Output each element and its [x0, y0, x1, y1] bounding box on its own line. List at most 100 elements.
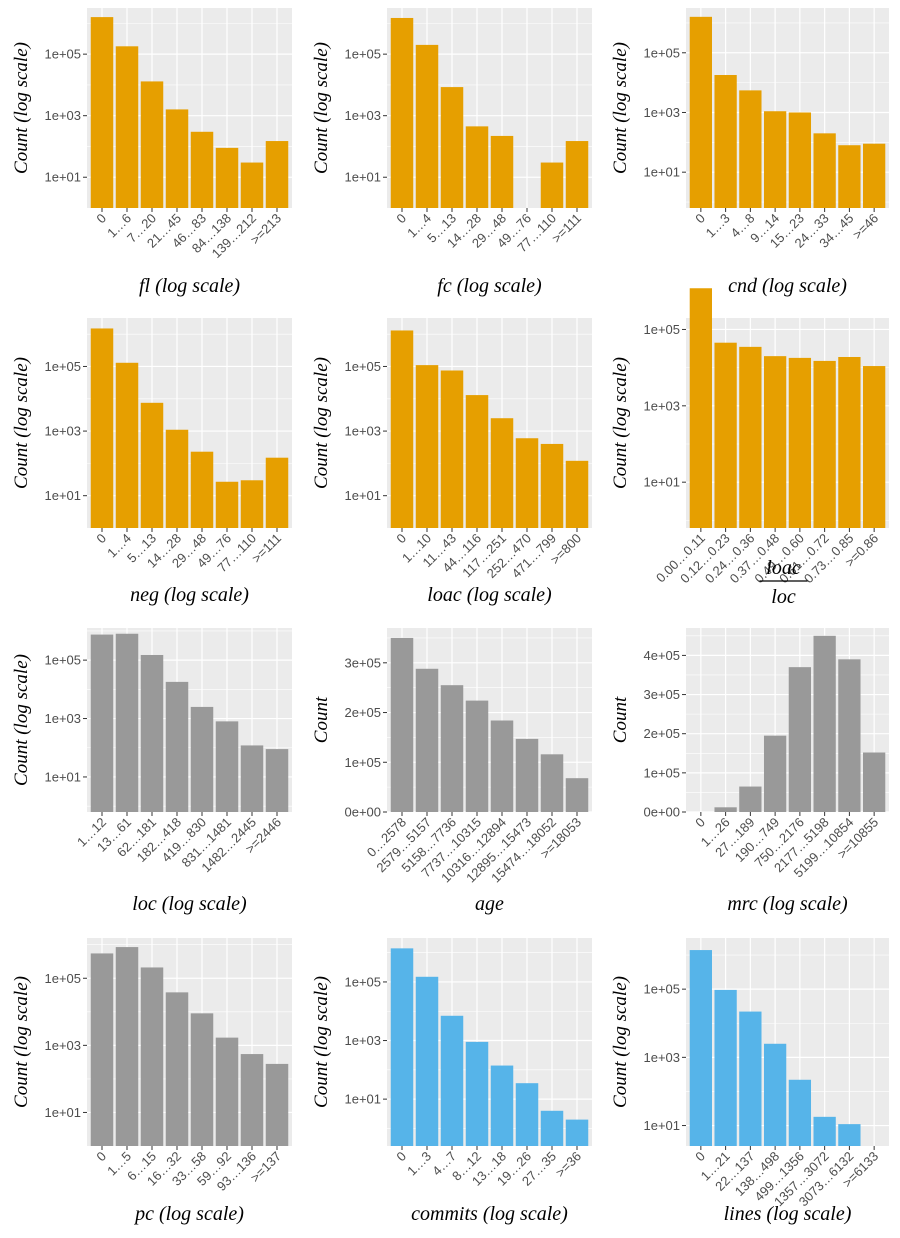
y-axis-label: Count (log scale): [311, 976, 332, 1108]
x-tick-label: 0: [692, 211, 708, 227]
y-axis-label: Count (log scale): [610, 976, 631, 1108]
x-axis-label: lines (log scale): [724, 1203, 852, 1225]
chart-panel-9: 0e+001e+052e+053e+054e+0501…2627…189190……: [610, 628, 889, 915]
bar: [788, 357, 812, 528]
bar: [465, 700, 489, 812]
x-tick-label: 1…3: [703, 211, 733, 241]
bar: [565, 141, 589, 208]
y-tick-label: 1e+01: [643, 165, 680, 180]
bar: [115, 362, 139, 528]
x-axis-label: fc (log scale): [437, 275, 542, 297]
bar: [90, 634, 114, 812]
y-tick-label: 1e+01: [44, 170, 81, 185]
bar: [165, 429, 189, 528]
y-tick-label: 1e+03: [643, 1050, 680, 1065]
y-tick-label: 1e+05: [643, 982, 680, 997]
bar: [788, 1079, 812, 1146]
bar: [415, 44, 439, 208]
bar: [565, 778, 589, 812]
x-tick-label: 0: [93, 211, 109, 227]
bar: [165, 992, 189, 1146]
y-tick-label: 1e+01: [44, 1105, 81, 1120]
x-axis-label: loac (log scale): [427, 584, 552, 606]
x-tick-label: 0: [93, 531, 109, 547]
x-axis-label: commits (log scale): [411, 1203, 568, 1225]
y-tick-label: 1e+05: [44, 971, 81, 986]
bar: [763, 1043, 787, 1146]
bar: [215, 1037, 239, 1146]
bar: [763, 356, 787, 528]
bar: [465, 395, 489, 528]
x-axis-label: age: [475, 893, 504, 915]
bar: [490, 135, 514, 208]
bar: [763, 735, 787, 812]
chart-panel-12: 1e+011e+031e+0501…2122…137138…498499…135…: [610, 938, 889, 1225]
y-tick-label: 1e+03: [44, 108, 81, 123]
y-tick-label: 1e+03: [44, 711, 81, 726]
y-tick-label: 1e+05: [44, 359, 81, 374]
x-axis-label: mrc (log scale): [727, 893, 848, 915]
y-axis-label: Count (log scale): [311, 42, 332, 174]
bar: [565, 460, 589, 528]
bar: [689, 288, 712, 528]
bar: [490, 720, 514, 812]
bar: [140, 654, 164, 812]
y-axis-label: Count: [610, 696, 631, 743]
y-tick-label: 1e+05: [643, 322, 680, 337]
bar: [813, 133, 836, 208]
bar: [265, 1063, 289, 1146]
x-axis-label-numerator: loac: [766, 557, 801, 579]
x-tick-label: 0: [692, 815, 708, 831]
y-tick-label: 1e+05: [344, 47, 381, 62]
x-axis-label: neg (log scale): [130, 584, 249, 606]
bar: [165, 681, 189, 812]
bar: [714, 75, 737, 208]
y-tick-label: 2e+05: [643, 726, 680, 741]
y-axis-label: Count (log scale): [610, 42, 631, 174]
bar: [240, 480, 264, 528]
y-tick-label: 1e+03: [344, 424, 381, 439]
x-axis-label-denominator: loc: [771, 586, 796, 608]
bar: [115, 633, 139, 812]
y-tick-label: 1e+01: [643, 475, 680, 490]
x-tick-label: >=111: [249, 531, 284, 566]
y-axis-label: Count (log scale): [610, 357, 631, 489]
bar: [714, 342, 737, 528]
bar: [689, 16, 712, 208]
bar: [739, 346, 762, 528]
bar: [763, 111, 787, 208]
bar: [788, 112, 812, 208]
bar: [838, 1124, 861, 1146]
y-tick-label: 1e+05: [344, 755, 381, 770]
bar: [863, 752, 886, 812]
y-tick-label: 1e+05: [643, 765, 680, 780]
bar: [90, 328, 114, 528]
y-tick-label: 1e+01: [344, 488, 381, 503]
y-tick-label: 1e+05: [344, 359, 381, 374]
x-axis-label: cnd (log scale): [728, 275, 847, 297]
bar: [490, 418, 514, 528]
bar: [390, 330, 414, 528]
x-tick-label: 0: [93, 1149, 109, 1165]
bar: [490, 1065, 514, 1146]
y-tick-label: 1e+03: [643, 398, 680, 413]
chart-panel-5: 1e+011e+031e+0501…1011…4344…116117…25125…: [311, 318, 592, 606]
y-axis-label: Count (log scale): [311, 357, 332, 489]
x-tick-label: >=36: [553, 1149, 585, 1181]
bar: [215, 147, 239, 208]
y-tick-label: 1e+05: [344, 974, 381, 989]
bar: [265, 141, 289, 208]
x-tick-label: 0: [393, 1149, 409, 1165]
chart-panel-7: 1e+011e+031e+051…1213…6162…181182…418419…: [11, 628, 292, 915]
x-axis-label: pc (log scale): [133, 1203, 244, 1225]
bar: [813, 1116, 836, 1146]
bar: [390, 17, 414, 208]
y-tick-label: 1e+03: [344, 108, 381, 123]
y-tick-label: 1e+01: [344, 1092, 381, 1107]
y-tick-label: 1e+01: [643, 1118, 680, 1133]
bar: [813, 635, 836, 812]
bar: [540, 443, 564, 528]
bar: [240, 745, 264, 812]
bar: [540, 1110, 564, 1146]
